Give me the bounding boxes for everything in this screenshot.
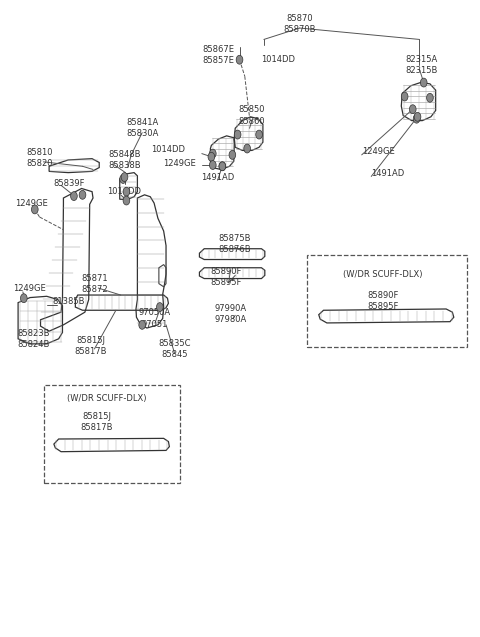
Circle shape [401,92,408,101]
Circle shape [427,94,433,102]
Text: 85875B
85876B: 85875B 85876B [218,234,251,254]
Circle shape [414,112,421,121]
Text: 85810
85820: 85810 85820 [26,148,53,168]
Text: 85815J
85817B: 85815J 85817B [81,412,113,432]
Text: 1491AD: 1491AD [371,169,405,178]
Circle shape [121,173,128,182]
Circle shape [244,144,251,153]
Text: 1249GE: 1249GE [15,199,48,208]
Text: (W/DR SCUFF-DLX): (W/DR SCUFF-DLX) [67,394,146,403]
Text: 85890F
85895F: 85890F 85895F [368,291,399,311]
Text: 1249GE: 1249GE [13,283,46,292]
Text: 85848B
85838B: 85848B 85838B [109,150,142,170]
Circle shape [420,78,427,87]
Text: 1014DD: 1014DD [151,145,185,154]
Circle shape [123,187,130,196]
Circle shape [236,55,243,64]
Text: 1249GE: 1249GE [362,147,395,156]
Text: 85871
85872: 85871 85872 [81,273,108,294]
Bar [44,385,180,483]
Text: 85850
85860: 85850 85860 [239,106,265,125]
Text: 85839F: 85839F [53,179,84,188]
Text: 1014DD: 1014DD [262,55,296,64]
Circle shape [219,162,226,171]
Text: 85835C
85845: 85835C 85845 [158,339,191,359]
Circle shape [209,149,216,158]
Text: 85815J
85817B: 85815J 85817B [74,336,107,356]
Text: 85870
85870B: 85870 85870B [283,13,316,34]
Circle shape [229,150,236,159]
Text: 1491AD: 1491AD [201,173,234,182]
Circle shape [256,130,263,139]
Circle shape [139,320,145,329]
Text: 85890F
85895F: 85890F 85895F [210,268,241,287]
Text: 97990A
97980A: 97990A 97980A [215,304,247,324]
Text: 85841A
85830A: 85841A 85830A [126,118,158,138]
Text: 97050A
97051: 97050A 97051 [139,308,171,329]
Circle shape [413,114,420,123]
Text: 85867E
85857E: 85867E 85857E [203,45,235,66]
Text: 81385B: 81385B [52,297,85,306]
Circle shape [219,162,226,171]
Text: 1014DD: 1014DD [108,187,141,196]
Circle shape [208,152,215,161]
Text: (W/DR SCUFF-DLX): (W/DR SCUFF-DLX) [343,269,423,278]
Circle shape [21,294,27,303]
Circle shape [234,130,241,139]
Circle shape [32,205,38,214]
Circle shape [156,303,163,311]
Bar [307,255,467,347]
Circle shape [71,192,77,201]
Text: 82315A
82315B: 82315A 82315B [405,55,438,75]
Circle shape [409,104,416,113]
Text: 1249GE: 1249GE [163,159,196,168]
Circle shape [123,196,130,205]
Circle shape [79,190,86,199]
Text: 85823B
85824B: 85823B 85824B [17,329,49,349]
Circle shape [120,175,126,183]
Circle shape [209,161,216,169]
